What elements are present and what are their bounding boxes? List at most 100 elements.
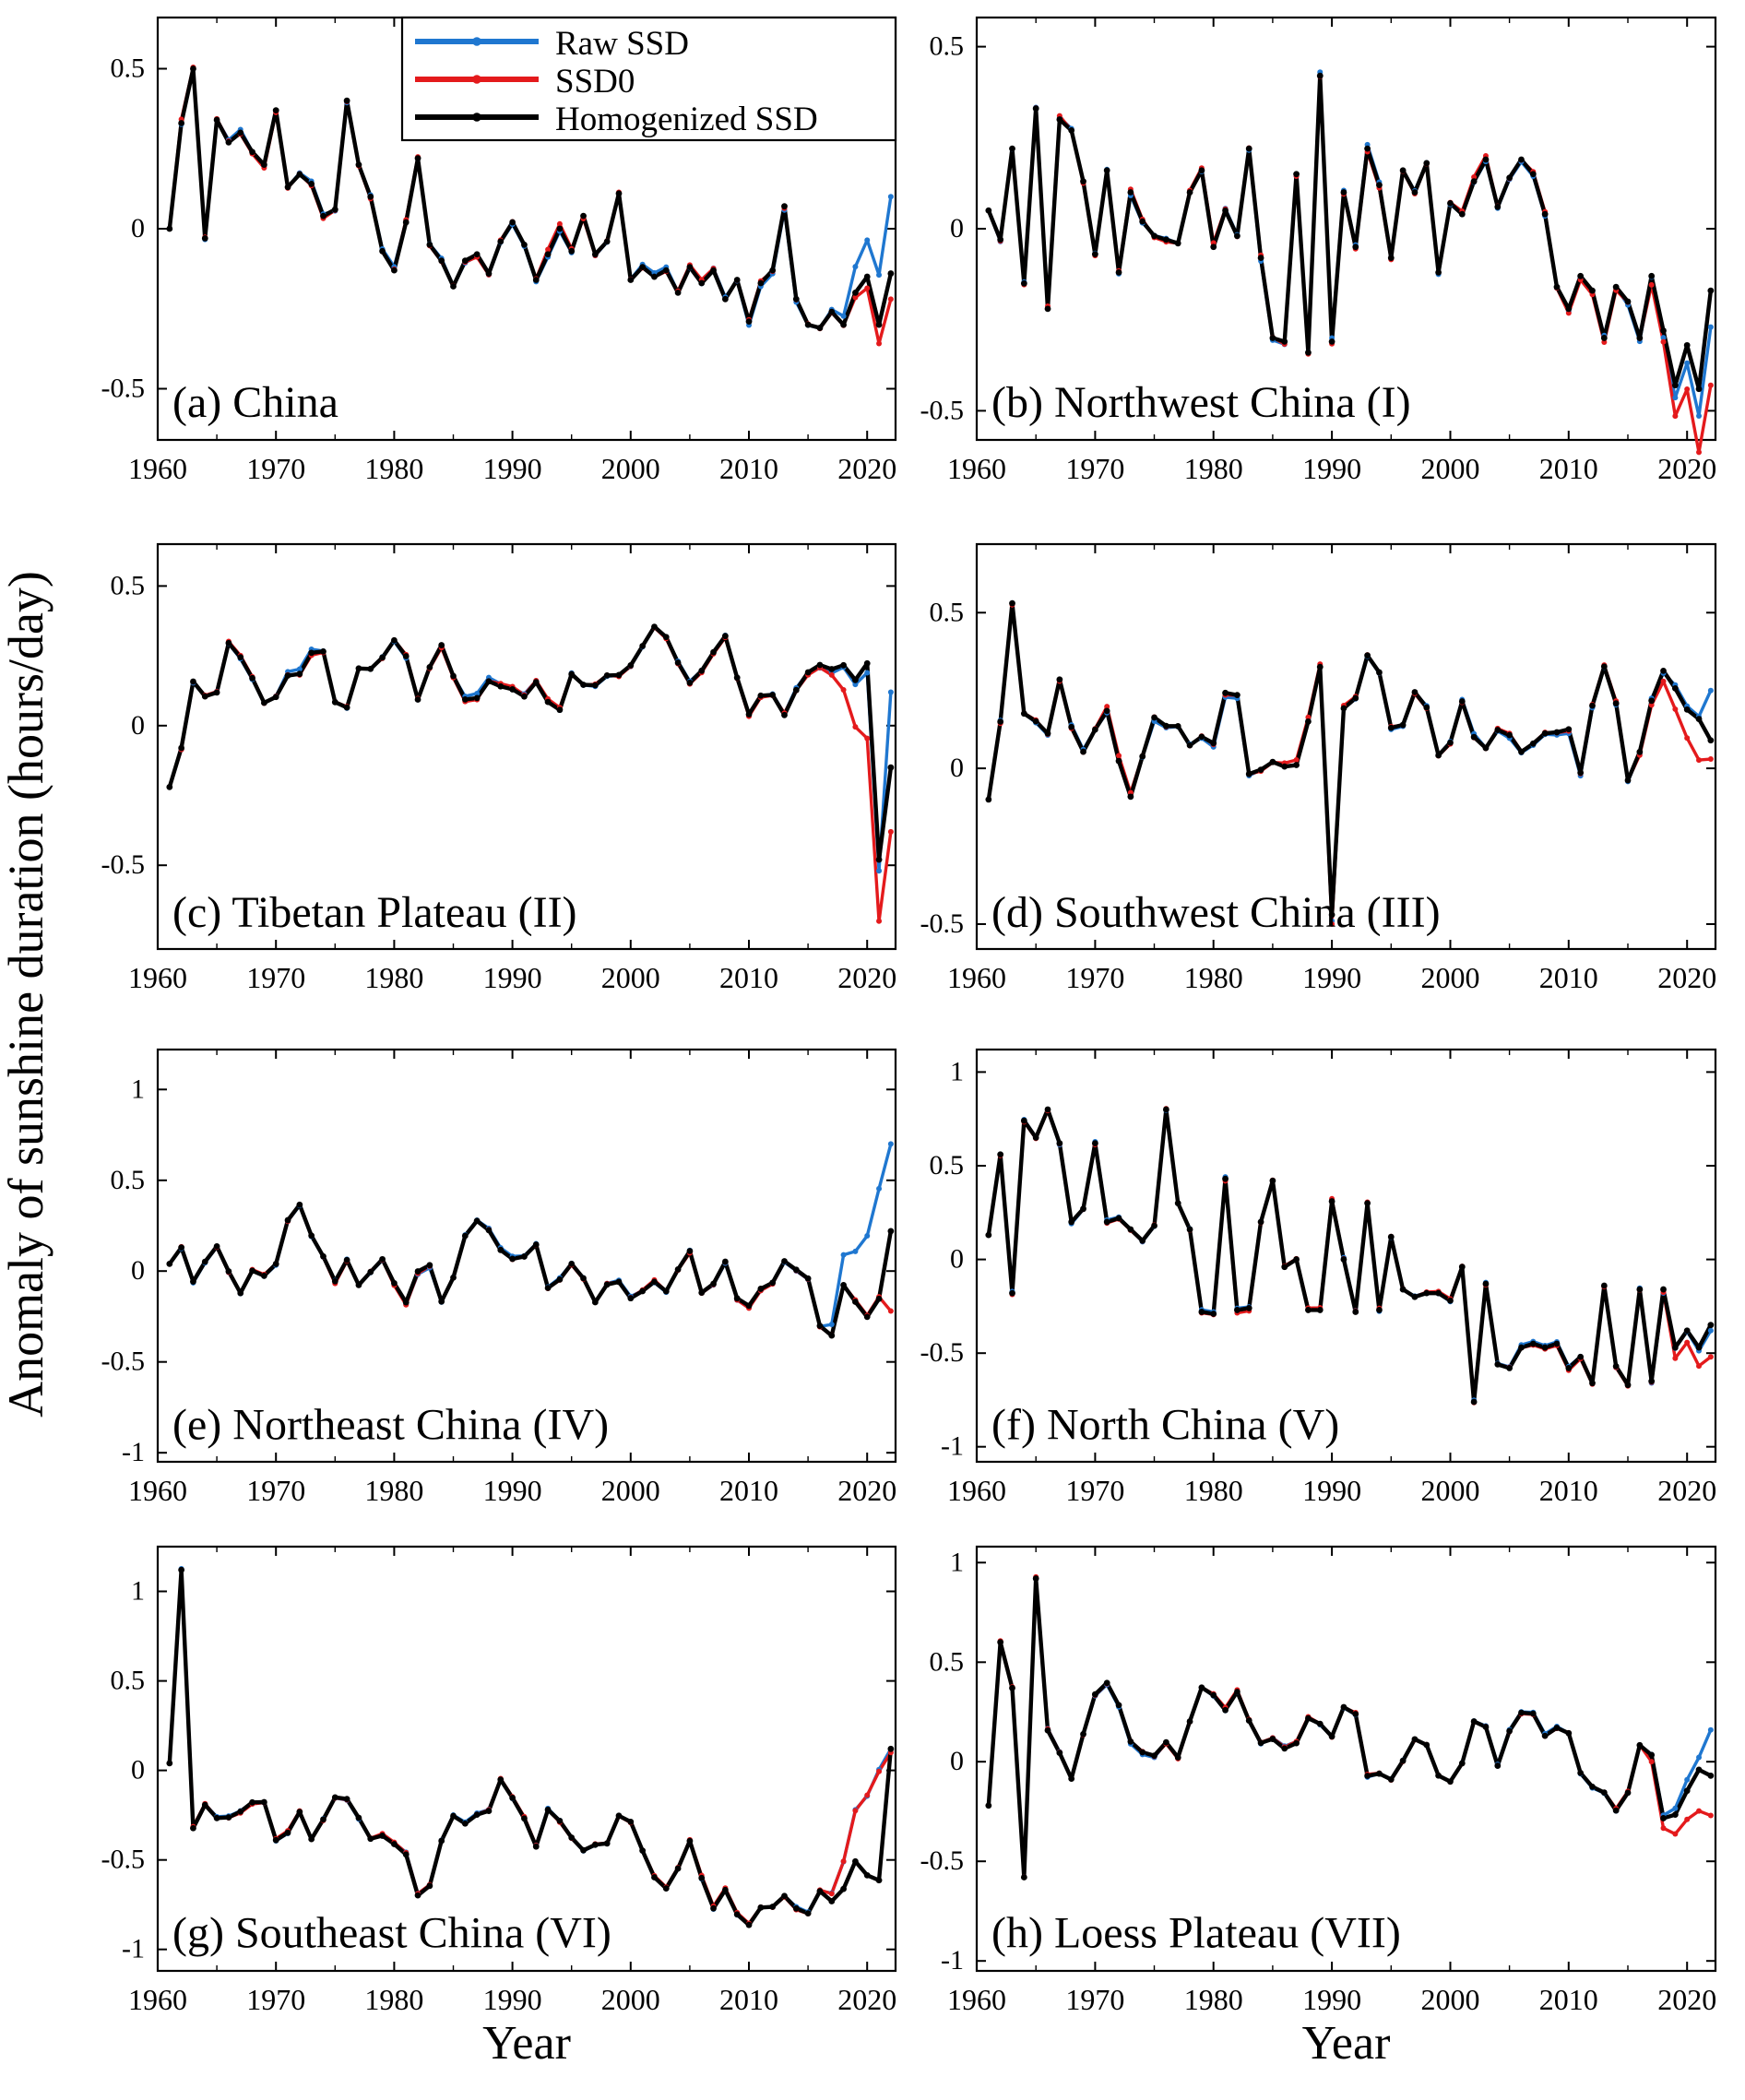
svg-text:0: 0 [950,1244,964,1275]
svg-text:1970: 1970 [246,1474,305,1507]
svg-text:-1: -1 [941,1945,964,1975]
svg-text:0.5: 0.5 [930,1150,965,1181]
svg-text:0: 0 [950,1746,964,1776]
svg-text:0: 0 [131,1755,145,1786]
svg-text:1970: 1970 [246,1983,305,2016]
svg-text:0: 0 [131,213,145,243]
svg-text:0: 0 [131,710,145,741]
svg-text:1980: 1980 [1184,1983,1243,2016]
svg-text:1: 1 [950,1056,964,1086]
svg-text:1: 1 [131,1074,145,1104]
svg-text:0.5: 0.5 [930,31,965,62]
svg-text:Year: Year [1302,2017,1391,2070]
svg-text:0.5: 0.5 [111,1666,146,1696]
svg-text:(g) Southeast China (VI): (g) Southeast China (VI) [172,1909,611,1958]
svg-text:(d) Southwest China (III): (d) Southwest China (III) [991,888,1441,937]
svg-text:0.5: 0.5 [111,53,146,84]
svg-text:1960: 1960 [128,961,187,994]
svg-text:Anomaly of sunshine duration (: Anomaly of sunshine duration (hours/day) [0,571,53,1418]
svg-text:1960: 1960 [128,1983,187,2016]
svg-text:2000: 2000 [1421,961,1480,994]
svg-text:0: 0 [131,1255,145,1286]
svg-text:1960: 1960 [128,452,187,485]
svg-text:(a) China: (a) China [172,378,338,427]
svg-text:1970: 1970 [1065,1983,1124,2016]
svg-text:-1: -1 [122,1437,145,1467]
svg-text:(f) North China (V): (f) North China (V) [991,1400,1339,1449]
svg-text:2000: 2000 [1421,1474,1480,1507]
svg-text:1960: 1960 [947,1983,1006,2016]
svg-text:1990: 1990 [1302,961,1361,994]
svg-text:1990: 1990 [483,1983,542,2016]
svg-text:0.5: 0.5 [930,1646,965,1677]
svg-text:2020: 2020 [1657,1983,1716,2016]
svg-text:(c) Tibetan Plateau (II): (c) Tibetan Plateau (II) [172,888,577,937]
svg-text:-0.5: -0.5 [920,1845,965,1876]
svg-text:1970: 1970 [1065,452,1124,485]
svg-text:0: 0 [950,753,964,783]
svg-text:1980: 1980 [1184,961,1243,994]
svg-text:1980: 1980 [364,1983,423,2016]
svg-text:1990: 1990 [1302,452,1361,485]
svg-text:2000: 2000 [601,961,660,994]
svg-text:(h) Loess Plateau (VII): (h) Loess Plateau (VII) [991,1909,1401,1958]
svg-text:1: 1 [131,1576,145,1607]
svg-text:1990: 1990 [1302,1983,1361,2016]
svg-text:-0.5: -0.5 [920,395,965,425]
svg-text:2020: 2020 [1657,1474,1716,1507]
svg-text:1960: 1960 [128,1474,187,1507]
svg-text:1990: 1990 [483,452,542,485]
svg-text:2010: 2010 [719,1983,778,2016]
svg-text:(b) Northwest China (I): (b) Northwest China (I) [991,378,1411,427]
svg-text:Homogenized SSD: Homogenized SSD [555,101,818,138]
svg-text:2010: 2010 [719,452,778,485]
svg-text:Year: Year [482,2017,571,2070]
svg-text:-0.5: -0.5 [101,1845,146,1875]
svg-text:-1: -1 [122,1934,145,1964]
svg-text:1990: 1990 [483,1474,542,1507]
svg-text:2020: 2020 [1657,961,1716,994]
svg-text:2010: 2010 [1539,1983,1598,2016]
svg-text:2000: 2000 [1421,452,1480,485]
svg-text:0.5: 0.5 [111,1165,146,1195]
svg-text:-0.5: -0.5 [101,1347,146,1377]
svg-text:2010: 2010 [719,961,778,994]
svg-text:1: 1 [950,1547,964,1577]
svg-text:2020: 2020 [1657,452,1716,485]
svg-text:2010: 2010 [1539,452,1598,485]
svg-text:1980: 1980 [1184,452,1243,485]
svg-text:1990: 1990 [1302,1474,1361,1507]
svg-text:1970: 1970 [1065,1474,1124,1507]
svg-text:2000: 2000 [1421,1983,1480,2016]
svg-text:SSD0: SSD0 [555,63,635,101]
svg-text:2010: 2010 [1539,961,1598,994]
svg-text:-1: -1 [941,1431,964,1462]
svg-text:2020: 2020 [837,452,896,485]
svg-text:1980: 1980 [364,961,423,994]
svg-text:Raw SSD: Raw SSD [555,25,689,63]
svg-text:1970: 1970 [1065,961,1124,994]
svg-text:2020: 2020 [837,961,896,994]
svg-text:-0.5: -0.5 [101,849,146,880]
svg-text:-0.5: -0.5 [101,374,146,404]
svg-text:2000: 2000 [601,1474,660,1507]
svg-text:1970: 1970 [246,452,305,485]
svg-text:1960: 1960 [947,1474,1006,1507]
svg-text:1980: 1980 [364,452,423,485]
svg-text:2020: 2020 [837,1474,896,1507]
svg-text:(e) Northeast China (IV): (e) Northeast China (IV) [172,1400,609,1449]
svg-text:-0.5: -0.5 [920,1337,965,1368]
svg-text:1980: 1980 [1184,1474,1243,1507]
svg-text:1980: 1980 [364,1474,423,1507]
svg-text:2000: 2000 [601,1983,660,2016]
svg-text:2010: 2010 [1539,1474,1598,1507]
svg-text:0: 0 [950,213,964,243]
svg-text:1970: 1970 [246,961,305,994]
svg-text:2020: 2020 [837,1983,896,2016]
svg-text:0.5: 0.5 [930,597,965,627]
svg-text:-0.5: -0.5 [920,908,965,939]
svg-text:1990: 1990 [483,961,542,994]
svg-text:0.5: 0.5 [111,570,146,600]
svg-text:2010: 2010 [719,1474,778,1507]
svg-text:1960: 1960 [947,452,1006,485]
